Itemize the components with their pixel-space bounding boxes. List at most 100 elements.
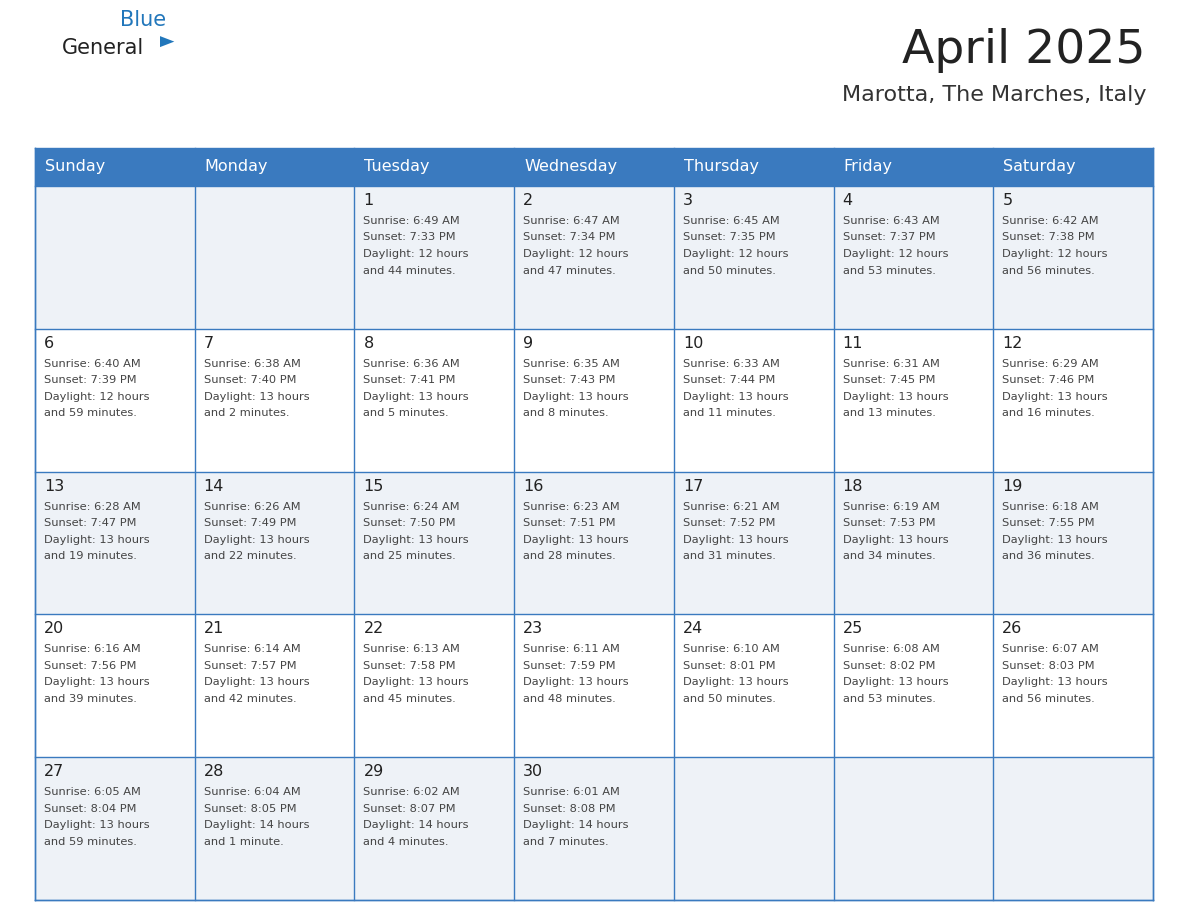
Text: 28: 28 <box>203 764 225 779</box>
Bar <box>34 614 195 757</box>
Text: 5: 5 <box>1003 193 1012 208</box>
Text: Sunrise: 6:18 AM: Sunrise: 6:18 AM <box>1003 501 1099 511</box>
Text: Daylight: 13 hours: Daylight: 13 hours <box>364 392 469 402</box>
Bar <box>354 472 514 614</box>
Text: Sunrise: 6:42 AM: Sunrise: 6:42 AM <box>1003 216 1099 226</box>
Bar <box>674 329 834 472</box>
Text: Sunrise: 6:05 AM: Sunrise: 6:05 AM <box>44 788 141 797</box>
Text: and 53 minutes.: and 53 minutes. <box>842 265 935 275</box>
Bar <box>195 329 354 472</box>
Text: and 22 minutes.: and 22 minutes. <box>203 551 296 561</box>
Bar <box>674 757 834 900</box>
Text: Sunset: 7:39 PM: Sunset: 7:39 PM <box>44 375 137 386</box>
Bar <box>354 614 514 757</box>
Bar <box>674 148 834 186</box>
Text: Daylight: 13 hours: Daylight: 13 hours <box>203 392 309 402</box>
Text: Daylight: 13 hours: Daylight: 13 hours <box>364 534 469 544</box>
Text: Sunset: 7:44 PM: Sunset: 7:44 PM <box>683 375 776 386</box>
Text: and 48 minutes.: and 48 minutes. <box>523 694 615 704</box>
Text: and 53 minutes.: and 53 minutes. <box>842 694 935 704</box>
Text: and 7 minutes.: and 7 minutes. <box>523 836 608 846</box>
Text: Sunrise: 6:07 AM: Sunrise: 6:07 AM <box>1003 644 1099 655</box>
Text: Sunrise: 6:01 AM: Sunrise: 6:01 AM <box>523 788 620 797</box>
Bar <box>993 757 1154 900</box>
Text: 22: 22 <box>364 621 384 636</box>
Text: Sunset: 7:52 PM: Sunset: 7:52 PM <box>683 518 776 528</box>
Text: Daylight: 14 hours: Daylight: 14 hours <box>203 820 309 830</box>
Text: Sunset: 7:58 PM: Sunset: 7:58 PM <box>364 661 456 671</box>
Text: Sunset: 7:56 PM: Sunset: 7:56 PM <box>44 661 137 671</box>
Text: Sunrise: 6:31 AM: Sunrise: 6:31 AM <box>842 359 940 369</box>
Bar <box>993 472 1154 614</box>
Text: Daylight: 13 hours: Daylight: 13 hours <box>683 534 789 544</box>
Text: and 31 minutes.: and 31 minutes. <box>683 551 776 561</box>
Text: Daylight: 13 hours: Daylight: 13 hours <box>523 677 628 688</box>
Text: Daylight: 13 hours: Daylight: 13 hours <box>203 677 309 688</box>
Text: Sunrise: 6:21 AM: Sunrise: 6:21 AM <box>683 501 779 511</box>
Text: Daylight: 13 hours: Daylight: 13 hours <box>1003 677 1108 688</box>
Text: Sunset: 7:45 PM: Sunset: 7:45 PM <box>842 375 935 386</box>
Text: Daylight: 13 hours: Daylight: 13 hours <box>1003 534 1108 544</box>
Bar <box>993 186 1154 329</box>
Text: Daylight: 12 hours: Daylight: 12 hours <box>523 249 628 259</box>
Text: Sunrise: 6:38 AM: Sunrise: 6:38 AM <box>203 359 301 369</box>
Text: Sunset: 7:55 PM: Sunset: 7:55 PM <box>1003 518 1095 528</box>
Bar <box>834 472 993 614</box>
Polygon shape <box>160 36 175 47</box>
Text: Sunrise: 6:35 AM: Sunrise: 6:35 AM <box>523 359 620 369</box>
Bar <box>195 757 354 900</box>
Text: Sunrise: 6:43 AM: Sunrise: 6:43 AM <box>842 216 940 226</box>
Bar <box>993 148 1154 186</box>
Text: Daylight: 13 hours: Daylight: 13 hours <box>203 534 309 544</box>
Text: 6: 6 <box>44 336 55 351</box>
Bar <box>354 329 514 472</box>
Text: 24: 24 <box>683 621 703 636</box>
Text: Daylight: 13 hours: Daylight: 13 hours <box>44 677 150 688</box>
Text: Daylight: 13 hours: Daylight: 13 hours <box>523 534 628 544</box>
Text: 8: 8 <box>364 336 374 351</box>
Text: Sunrise: 6:33 AM: Sunrise: 6:33 AM <box>683 359 779 369</box>
Bar <box>195 472 354 614</box>
Text: 2: 2 <box>523 193 533 208</box>
Text: and 44 minutes.: and 44 minutes. <box>364 265 456 275</box>
Text: Sunset: 7:49 PM: Sunset: 7:49 PM <box>203 518 296 528</box>
Bar <box>34 186 195 329</box>
Text: and 2 minutes.: and 2 minutes. <box>203 409 289 419</box>
Text: 23: 23 <box>523 621 543 636</box>
Text: Sunset: 8:02 PM: Sunset: 8:02 PM <box>842 661 935 671</box>
Text: Sunset: 7:53 PM: Sunset: 7:53 PM <box>842 518 935 528</box>
Text: Sunset: 7:33 PM: Sunset: 7:33 PM <box>364 232 456 242</box>
Text: Sunrise: 6:16 AM: Sunrise: 6:16 AM <box>44 644 140 655</box>
Bar <box>354 186 514 329</box>
Bar <box>354 148 514 186</box>
Text: 1: 1 <box>364 193 374 208</box>
Text: Daylight: 12 hours: Daylight: 12 hours <box>44 392 150 402</box>
Text: Sunset: 8:05 PM: Sunset: 8:05 PM <box>203 803 296 813</box>
Text: 30: 30 <box>523 764 543 779</box>
Text: 14: 14 <box>203 478 225 494</box>
Text: Marotta, The Marches, Italy: Marotta, The Marches, Italy <box>841 85 1146 105</box>
Text: Sunrise: 6:49 AM: Sunrise: 6:49 AM <box>364 216 460 226</box>
Text: and 1 minute.: and 1 minute. <box>203 836 284 846</box>
Text: Sunset: 8:04 PM: Sunset: 8:04 PM <box>44 803 137 813</box>
Bar <box>34 757 195 900</box>
Text: Sunrise: 6:36 AM: Sunrise: 6:36 AM <box>364 359 460 369</box>
Bar <box>34 329 195 472</box>
Bar <box>195 614 354 757</box>
Text: Thursday: Thursday <box>684 160 759 174</box>
Text: 9: 9 <box>523 336 533 351</box>
Bar <box>34 472 195 614</box>
Bar <box>834 757 993 900</box>
Bar <box>514 614 674 757</box>
Text: 25: 25 <box>842 621 862 636</box>
Text: Sunset: 7:46 PM: Sunset: 7:46 PM <box>1003 375 1094 386</box>
Text: Daylight: 13 hours: Daylight: 13 hours <box>364 677 469 688</box>
Bar <box>993 329 1154 472</box>
Text: Daylight: 12 hours: Daylight: 12 hours <box>683 249 789 259</box>
Text: 4: 4 <box>842 193 853 208</box>
Text: and 47 minutes.: and 47 minutes. <box>523 265 615 275</box>
Text: Daylight: 13 hours: Daylight: 13 hours <box>44 820 150 830</box>
Text: Daylight: 13 hours: Daylight: 13 hours <box>842 677 948 688</box>
Text: Daylight: 13 hours: Daylight: 13 hours <box>683 677 789 688</box>
Bar <box>195 148 354 186</box>
